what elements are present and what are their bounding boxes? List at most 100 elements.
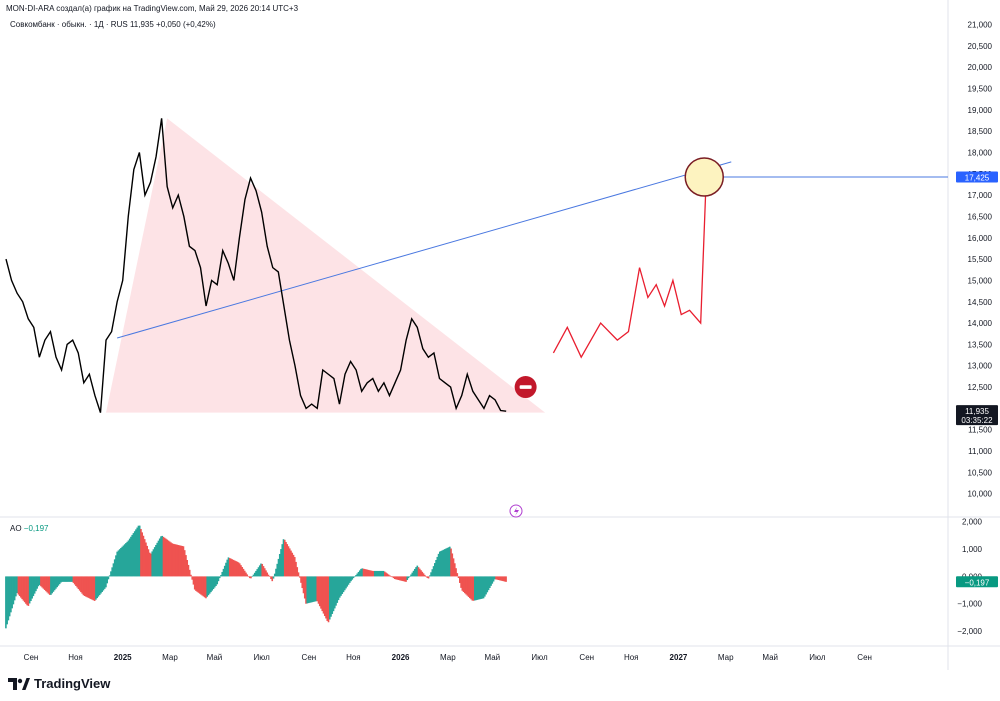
ao-bar [81, 576, 83, 594]
ao-bar [61, 576, 63, 582]
ao-bar [462, 576, 465, 592]
ao-bar [330, 576, 332, 617]
ao-bar [43, 576, 46, 590]
ao-bar [95, 576, 97, 600]
ao-bar [18, 576, 21, 597]
ao-bar [142, 535, 145, 577]
ao-bar [76, 576, 78, 588]
price-tick-label: 10,500 [968, 468, 993, 477]
ao-bar [52, 576, 55, 592]
ao-bar [213, 576, 216, 588]
ao-bar [116, 551, 118, 577]
ao-bar [5, 576, 7, 629]
ao-legend[interactable]: AO −0,197 [10, 524, 49, 533]
ao-bar [388, 575, 391, 577]
ao-bar [127, 540, 130, 577]
ao-bar [476, 576, 479, 600]
current-price-badge-text: 11,935 [965, 407, 989, 416]
ao-bar [258, 565, 261, 577]
trend-line-group [117, 161, 732, 339]
ao-bar [307, 576, 310, 604]
ao-bar [451, 553, 454, 577]
ao-bar [300, 576, 302, 583]
ao-bar [176, 544, 179, 577]
ao-bar [173, 544, 176, 577]
ao-bar [278, 553, 281, 577]
ao-bar [211, 576, 214, 591]
ao-bar [232, 559, 235, 577]
ao-bar [241, 567, 244, 577]
time-tick-label: Июл [254, 653, 271, 662]
ao-bar [479, 576, 481, 600]
ao-bar [387, 574, 390, 577]
ao-bar [252, 574, 255, 577]
attribution-text: MON-DI-ARA создал(а) график на TradingVi… [6, 4, 299, 13]
ao-bar [373, 570, 376, 577]
ao-bar [245, 572, 247, 577]
ao-bar [402, 576, 405, 582]
ao-bar [250, 576, 252, 579]
ao-bar [27, 576, 30, 606]
ao-bar [35, 576, 37, 592]
tradingview-logo[interactable]: TradingView [8, 676, 110, 691]
ao-bar [487, 576, 490, 591]
ao-bar [358, 570, 361, 577]
ao-bar [292, 554, 295, 577]
ao-tick-label: −2,000 [957, 627, 982, 636]
time-tick-label: Сен [579, 653, 594, 662]
last-price-text: 11,935 [129, 20, 154, 29]
ao-bar [263, 568, 266, 577]
ao-bar [348, 576, 351, 583]
ao-bar [346, 576, 349, 587]
ao-bar [212, 576, 215, 590]
ao-bar [360, 568, 362, 577]
ao-bar [217, 576, 220, 582]
triangle-pattern[interactable] [106, 118, 546, 413]
ao-bar [188, 569, 191, 577]
ao-bar [11, 576, 13, 609]
ao-bar [190, 574, 192, 577]
ao-bar [495, 576, 497, 580]
ao-bar [477, 576, 480, 600]
ao-bar [336, 576, 339, 603]
ao-bar [118, 549, 121, 577]
ao-bar [465, 576, 467, 595]
ao-bar [385, 572, 387, 577]
ao-bar [143, 539, 146, 577]
ao-bar [21, 576, 23, 600]
ao-bar [15, 576, 17, 597]
ao-bar [320, 576, 322, 609]
ao-bar [207, 576, 210, 596]
ao-bar [322, 576, 325, 614]
price-tick-label: 14,000 [968, 319, 993, 328]
ao-bar [270, 576, 272, 579]
ao-bar [302, 576, 305, 594]
forecast-series-line[interactable] [552, 176, 707, 359]
ao-bar [256, 569, 259, 577]
ao-bar [449, 546, 451, 577]
ao-bar [291, 552, 294, 577]
ao-bar [340, 576, 342, 596]
ao-tick-label: −1,000 [957, 600, 982, 609]
ao-bar [125, 543, 127, 577]
target-circle [684, 157, 724, 197]
symbol-legend[interactable]: Совкомбанк · обыкн. · 1Д · RUS 11,935 +0… [10, 20, 216, 29]
ao-bar [70, 576, 72, 582]
ao-bar [60, 576, 62, 583]
ao-bar [484, 576, 486, 597]
ao-bar [283, 539, 286, 577]
ao-bar [420, 570, 422, 577]
ao-bar [313, 576, 316, 602]
ao-bar [357, 571, 360, 577]
ao-bar [151, 551, 154, 577]
ao-bar [40, 576, 42, 587]
ao-bar [417, 567, 420, 577]
ao-bar [177, 545, 180, 577]
price-tick-label: 10,000 [968, 490, 993, 499]
lightning-bolt [514, 507, 519, 516]
ao-bar [82, 576, 85, 596]
ao-bar [145, 542, 147, 577]
ao-bar [355, 575, 357, 577]
ao-tick-label: 1,000 [962, 545, 983, 554]
